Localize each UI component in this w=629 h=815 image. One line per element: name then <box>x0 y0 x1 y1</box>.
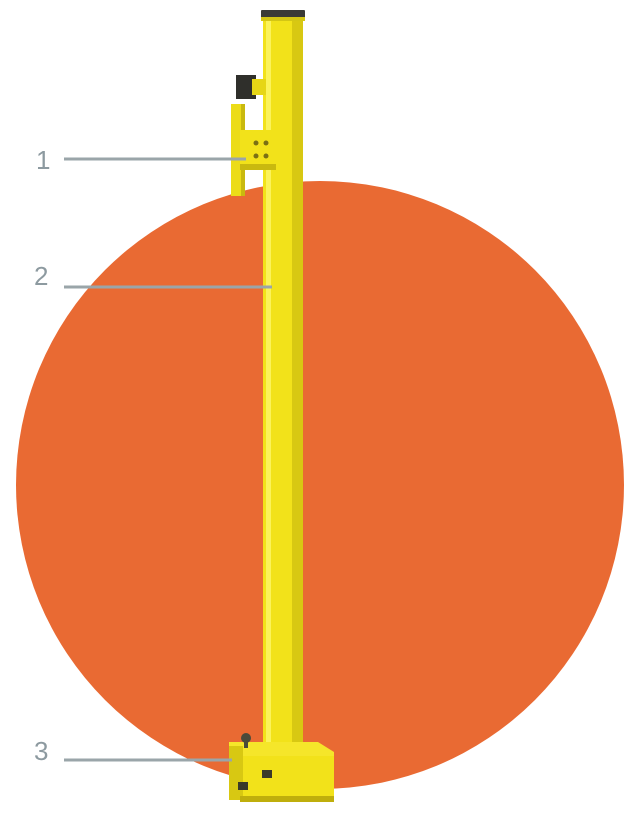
barrier-post-icon <box>261 10 305 759</box>
post-cap-edge <box>261 17 305 21</box>
post-cap <box>261 10 305 19</box>
clamp-bolt <box>263 140 269 146</box>
post-shaft-shadow <box>292 14 303 759</box>
post-shaft-highlight <box>266 14 271 759</box>
base-slot <box>262 770 272 778</box>
clamp-bracket-icon <box>231 75 276 196</box>
clamp-knob <box>236 75 256 99</box>
callout-number-3: 3 <box>34 736 49 766</box>
clamp-bolt <box>263 153 269 159</box>
base-block-front <box>240 756 334 800</box>
base-block-top <box>229 742 334 758</box>
base-plate-icon <box>229 733 334 802</box>
base-block-bottom <box>240 796 334 802</box>
clamp-arm-top <box>252 79 266 95</box>
background-circle <box>16 181 624 789</box>
base-bolt-stem <box>244 738 248 748</box>
clamp-bolt <box>253 153 259 159</box>
clamp-block <box>240 130 276 170</box>
callout-number-2: 2 <box>34 261 49 291</box>
base-block-side <box>229 746 243 800</box>
clamp-bolt <box>253 140 259 146</box>
callout-number-1: 1 <box>36 145 51 175</box>
base-slot <box>238 782 248 790</box>
clamp-block-shadow <box>240 164 276 170</box>
